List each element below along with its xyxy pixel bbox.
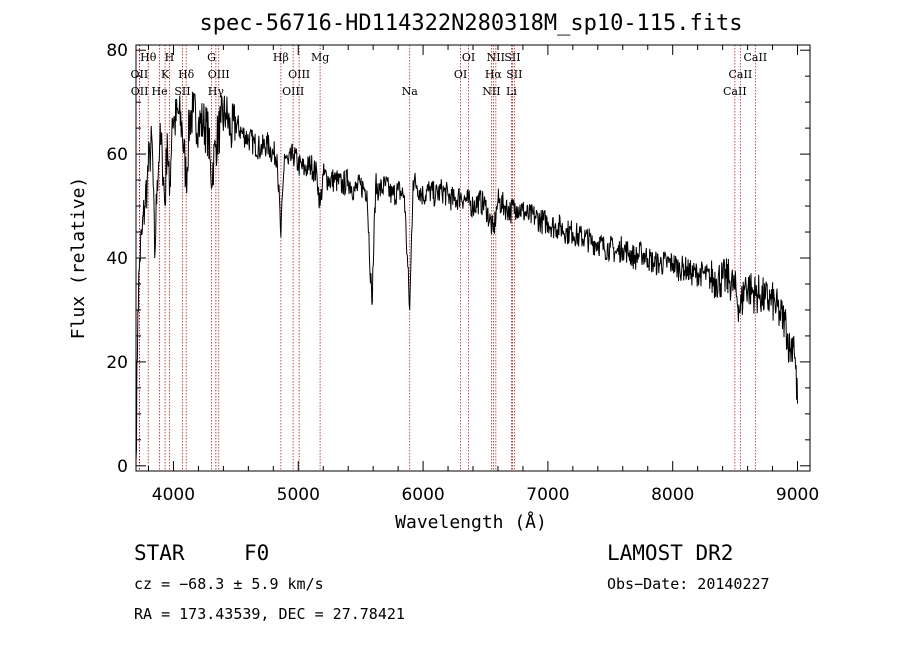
axis-ticks: 4000 5000 6000 7000 8000 9000 0 20 40 60 80 bbox=[106, 41, 819, 505]
emission-line-label: Hγ bbox=[208, 85, 225, 98]
x-tick-label: 8000 bbox=[651, 485, 694, 505]
survey-name: LAMOST DR2 bbox=[607, 541, 733, 565]
x-tick-label: 4000 bbox=[152, 485, 195, 505]
emission-line-label: K bbox=[161, 68, 170, 81]
emission-line-label: CaII bbox=[723, 85, 747, 98]
emission-labels-layer: HθOIIOIIHKHeHδSIIGOIIIHγHβOIIIOIIIMgNaOI… bbox=[131, 51, 768, 98]
coordinates: RA = 173.43539, DEC = 27.78421 bbox=[134, 605, 405, 623]
chart-title: spec-56716-HD114322N280318M_sp10-115.fit… bbox=[199, 11, 742, 36]
emission-line-label: OIII bbox=[288, 68, 310, 81]
emission-lines-layer bbox=[138, 45, 756, 471]
obs-date: Obs−Date: 20140227 bbox=[607, 575, 770, 593]
x-tick-label: 6000 bbox=[401, 485, 444, 505]
y-tick-label: 60 bbox=[106, 145, 128, 165]
x-tick-label: 9000 bbox=[776, 485, 819, 505]
redshift-text: cz = −68.3 ± 5.9 km/s bbox=[134, 575, 324, 593]
y-axis-label: Flux (relative) bbox=[68, 177, 89, 340]
emission-line-label: G bbox=[207, 51, 216, 64]
object-subclass: F0 bbox=[244, 541, 269, 565]
emission-line-label: Na bbox=[402, 85, 419, 98]
plot-frame bbox=[135, 44, 811, 472]
emission-line-label: SII bbox=[504, 51, 520, 64]
x-tick-label: 5000 bbox=[277, 485, 320, 505]
y-tick-label: 20 bbox=[106, 353, 128, 373]
emission-line-label: CaII bbox=[729, 68, 753, 81]
emission-line-label: OI bbox=[462, 51, 475, 64]
emission-line-label: Li bbox=[506, 85, 517, 98]
emission-line-label: SII bbox=[506, 68, 522, 81]
y-tick-label: 80 bbox=[106, 41, 128, 61]
x-axis-label: Wavelength (Å) bbox=[395, 511, 547, 533]
x-tick-label: 7000 bbox=[526, 485, 569, 505]
emission-line-label: Hδ bbox=[178, 68, 195, 81]
emission-line-label: He bbox=[152, 85, 168, 98]
emission-line-label: CaII bbox=[743, 51, 767, 64]
emission-line-label: H bbox=[165, 51, 175, 64]
y-tick-label: 40 bbox=[106, 249, 128, 269]
emission-line-label: Mg bbox=[311, 51, 329, 64]
emission-line-label: OII bbox=[131, 85, 149, 98]
emission-line-label: Hβ bbox=[273, 51, 289, 64]
emission-line-label: OIII bbox=[208, 68, 230, 81]
spectrum-line bbox=[135, 91, 798, 461]
emission-line-label: Hα bbox=[485, 68, 503, 81]
y-tick-label: 0 bbox=[117, 457, 128, 477]
emission-line-label: OII bbox=[131, 68, 149, 81]
emission-line-label: OI bbox=[454, 68, 467, 81]
object-class: STAR bbox=[134, 541, 185, 565]
emission-line-label: NII bbox=[482, 85, 500, 98]
emission-line-label: Hθ bbox=[140, 51, 157, 64]
emission-line-label: NII bbox=[487, 51, 505, 64]
emission-line-label: OIII bbox=[282, 85, 304, 98]
emission-line-label: SII bbox=[174, 85, 190, 98]
